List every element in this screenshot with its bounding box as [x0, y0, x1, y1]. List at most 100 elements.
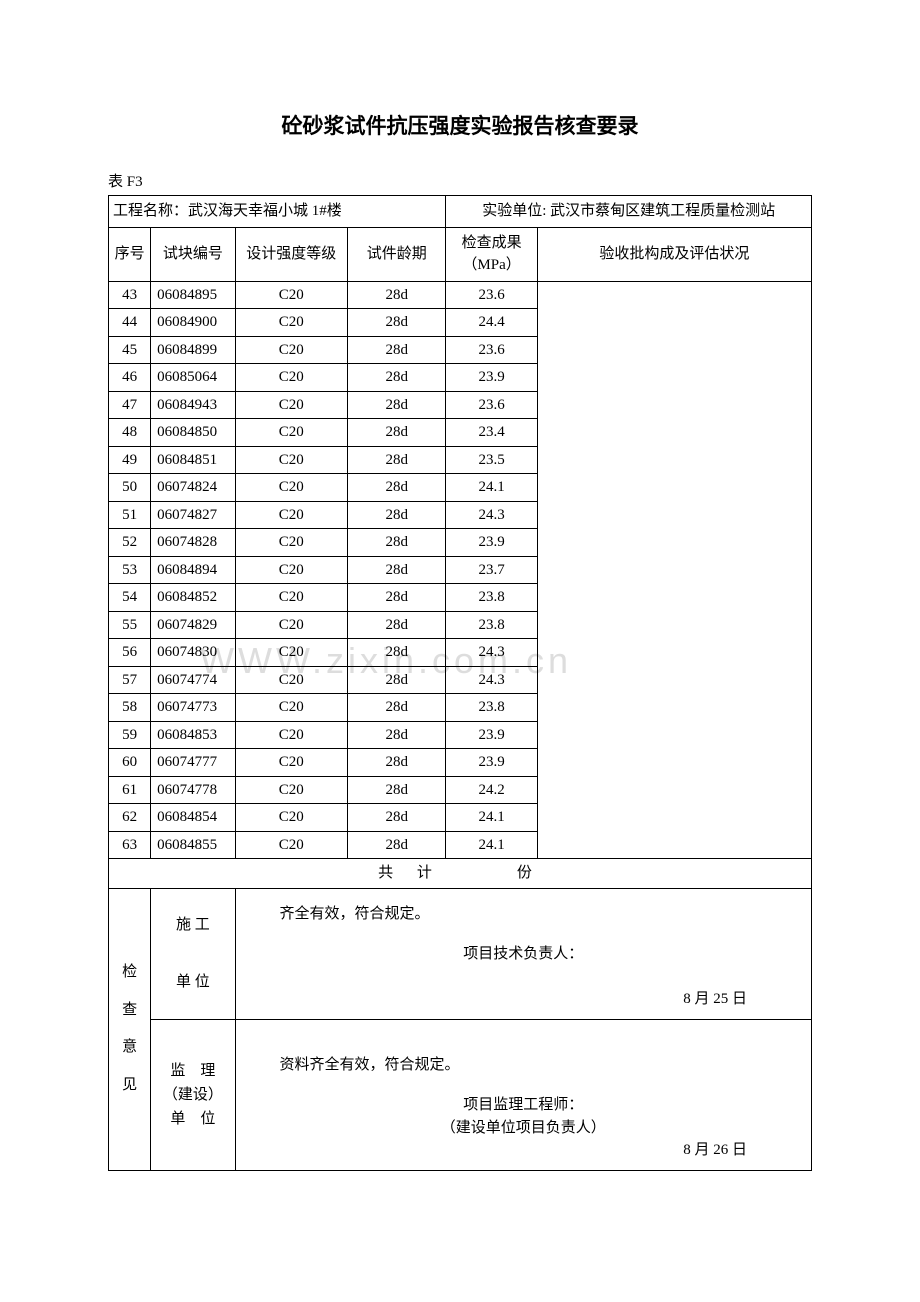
cell-result: 23.8 — [446, 584, 537, 612]
col-result: 检查成果（MPa） — [446, 227, 537, 281]
opinion-label-char: 见 — [113, 1067, 146, 1105]
cell-result: 23.9 — [446, 721, 537, 749]
cell-design_grade: C20 — [235, 831, 347, 859]
cell-age: 28d — [348, 309, 446, 337]
cell-design_grade: C20 — [235, 364, 347, 392]
cell-seq: 58 — [109, 694, 151, 722]
cell-age: 28d — [348, 474, 446, 502]
cell-design_grade: C20 — [235, 474, 347, 502]
cell-age: 28d — [348, 364, 446, 392]
opinion-label-char: 检 — [113, 954, 146, 992]
project-name: 武汉海天幸福小城 1#楼 — [188, 203, 342, 219]
cell-design_grade: C20 — [235, 281, 347, 309]
report-table: 工程名称：武汉海天幸福小城 1#楼 实验单位: 武汉市蔡甸区建筑工程质量检测站 … — [108, 195, 812, 1171]
cell-age: 28d — [348, 666, 446, 694]
cell-age: 28d — [348, 556, 446, 584]
cell-block_no: 06085064 — [151, 364, 235, 392]
cell-design_grade: C20 — [235, 611, 347, 639]
construction-signer: 项目技术负责人： — [250, 943, 797, 966]
total-label: 共 计 份 — [109, 859, 812, 889]
project-name-cell: 工程名称：武汉海天幸福小城 1#楼 — [109, 196, 446, 228]
table-row: 4306084895C2028d23.6 — [109, 281, 812, 309]
opinion-label-char: 意 — [113, 1029, 146, 1067]
cell-result: 23.8 — [446, 694, 537, 722]
cell-seq: 61 — [109, 776, 151, 804]
cell-design_grade: C20 — [235, 639, 347, 667]
cell-block_no: 06074778 — [151, 776, 235, 804]
cell-result: 23.7 — [446, 556, 537, 584]
col-block-no: 试块编号 — [151, 227, 235, 281]
cell-age: 28d — [348, 749, 446, 777]
supervision-opinion-row: 监 理（建设）单 位 资料齐全有效，符合规定。 项目监理工程师： （建设单位项目… — [109, 1019, 812, 1170]
cell-seq: 48 — [109, 419, 151, 447]
cell-result: 24.3 — [446, 639, 537, 667]
column-header-row: 序号 试块编号 设计强度等级 试件龄期 检查成果（MPa） 验收批构成及评估状况 — [109, 227, 812, 281]
cell-block_no: 06084851 — [151, 446, 235, 474]
cell-result: 24.1 — [446, 831, 537, 859]
cell-block_no: 06084853 — [151, 721, 235, 749]
supervision-conclusion: 资料齐全有效，符合规定。 — [250, 1054, 797, 1077]
cell-block_no: 06084854 — [151, 804, 235, 832]
cell-seq: 46 — [109, 364, 151, 392]
cell-design_grade: C20 — [235, 694, 347, 722]
cell-age: 28d — [348, 584, 446, 612]
cell-block_no: 06084900 — [151, 309, 235, 337]
project-info-row: 工程名称：武汉海天幸福小城 1#楼 实验单位: 武汉市蔡甸区建筑工程质量检测站 — [109, 196, 812, 228]
cell-design_grade: C20 — [235, 776, 347, 804]
cell-seq: 43 — [109, 281, 151, 309]
cell-design_grade: C20 — [235, 666, 347, 694]
cell-block_no: 06074827 — [151, 501, 235, 529]
cell-age: 28d — [348, 446, 446, 474]
cell-result: 24.4 — [446, 309, 537, 337]
cell-design_grade: C20 — [235, 446, 347, 474]
cell-result: 23.5 — [446, 446, 537, 474]
cell-block_no: 06084899 — [151, 336, 235, 364]
supervision-opinion-content: 资料齐全有效，符合规定。 项目监理工程师： （建设单位项目负责人） 8 月 26… — [235, 1019, 811, 1170]
cell-seq: 45 — [109, 336, 151, 364]
cell-design_grade: C20 — [235, 419, 347, 447]
cell-seq: 55 — [109, 611, 151, 639]
opinion-label-cell: 检查意见 — [109, 888, 151, 1170]
cell-seq: 54 — [109, 584, 151, 612]
cell-block_no: 06074774 — [151, 666, 235, 694]
cell-result: 24.1 — [446, 474, 537, 502]
opinion-label-char: 查 — [113, 992, 146, 1030]
cell-block_no: 06084895 — [151, 281, 235, 309]
cell-result: 23.8 — [446, 611, 537, 639]
cell-result: 23.4 — [446, 419, 537, 447]
construction-date: 8 月 25 日 — [250, 988, 797, 1011]
cell-block_no: 06084852 — [151, 584, 235, 612]
cell-seq: 60 — [109, 749, 151, 777]
construction-conclusion: 齐全有效，符合规定。 — [250, 903, 797, 926]
cell-seq: 56 — [109, 639, 151, 667]
cell-seq: 49 — [109, 446, 151, 474]
construction-opinion-row: 检查意见 施 工 单 位 齐全有效，符合规定。 项目技术负责人： 8 月 25 … — [109, 888, 812, 1019]
cell-seq: 52 — [109, 529, 151, 557]
cell-age: 28d — [348, 721, 446, 749]
cell-age: 28d — [348, 611, 446, 639]
cell-age: 28d — [348, 501, 446, 529]
cell-seq: 53 — [109, 556, 151, 584]
page-title: 砼砂浆试件抗压强度实验报告核查要录 — [108, 110, 812, 140]
col-age: 试件龄期 — [348, 227, 446, 281]
cell-result: 24.1 — [446, 804, 537, 832]
cell-acceptance — [537, 281, 811, 859]
cell-result: 23.6 — [446, 281, 537, 309]
cell-block_no: 06074829 — [151, 611, 235, 639]
lab-name: 武汉市蔡甸区建筑工程质量检测站 — [550, 203, 775, 219]
lab-name-cell: 实验单位: 武汉市蔡甸区建筑工程质量检测站 — [446, 196, 812, 228]
cell-seq: 63 — [109, 831, 151, 859]
supervision-signer2: （建设单位项目负责人） — [250, 1117, 797, 1140]
cell-block_no: 06074830 — [151, 639, 235, 667]
cell-block_no: 06074773 — [151, 694, 235, 722]
cell-design_grade: C20 — [235, 804, 347, 832]
cell-result: 23.9 — [446, 749, 537, 777]
total-row: 共 计 份 — [109, 859, 812, 889]
cell-age: 28d — [348, 391, 446, 419]
table-label: 表 F3 — [108, 170, 812, 191]
cell-result: 23.6 — [446, 391, 537, 419]
col-design-grade: 设计强度等级 — [235, 227, 347, 281]
cell-age: 28d — [348, 776, 446, 804]
cell-design_grade: C20 — [235, 501, 347, 529]
cell-design_grade: C20 — [235, 529, 347, 557]
